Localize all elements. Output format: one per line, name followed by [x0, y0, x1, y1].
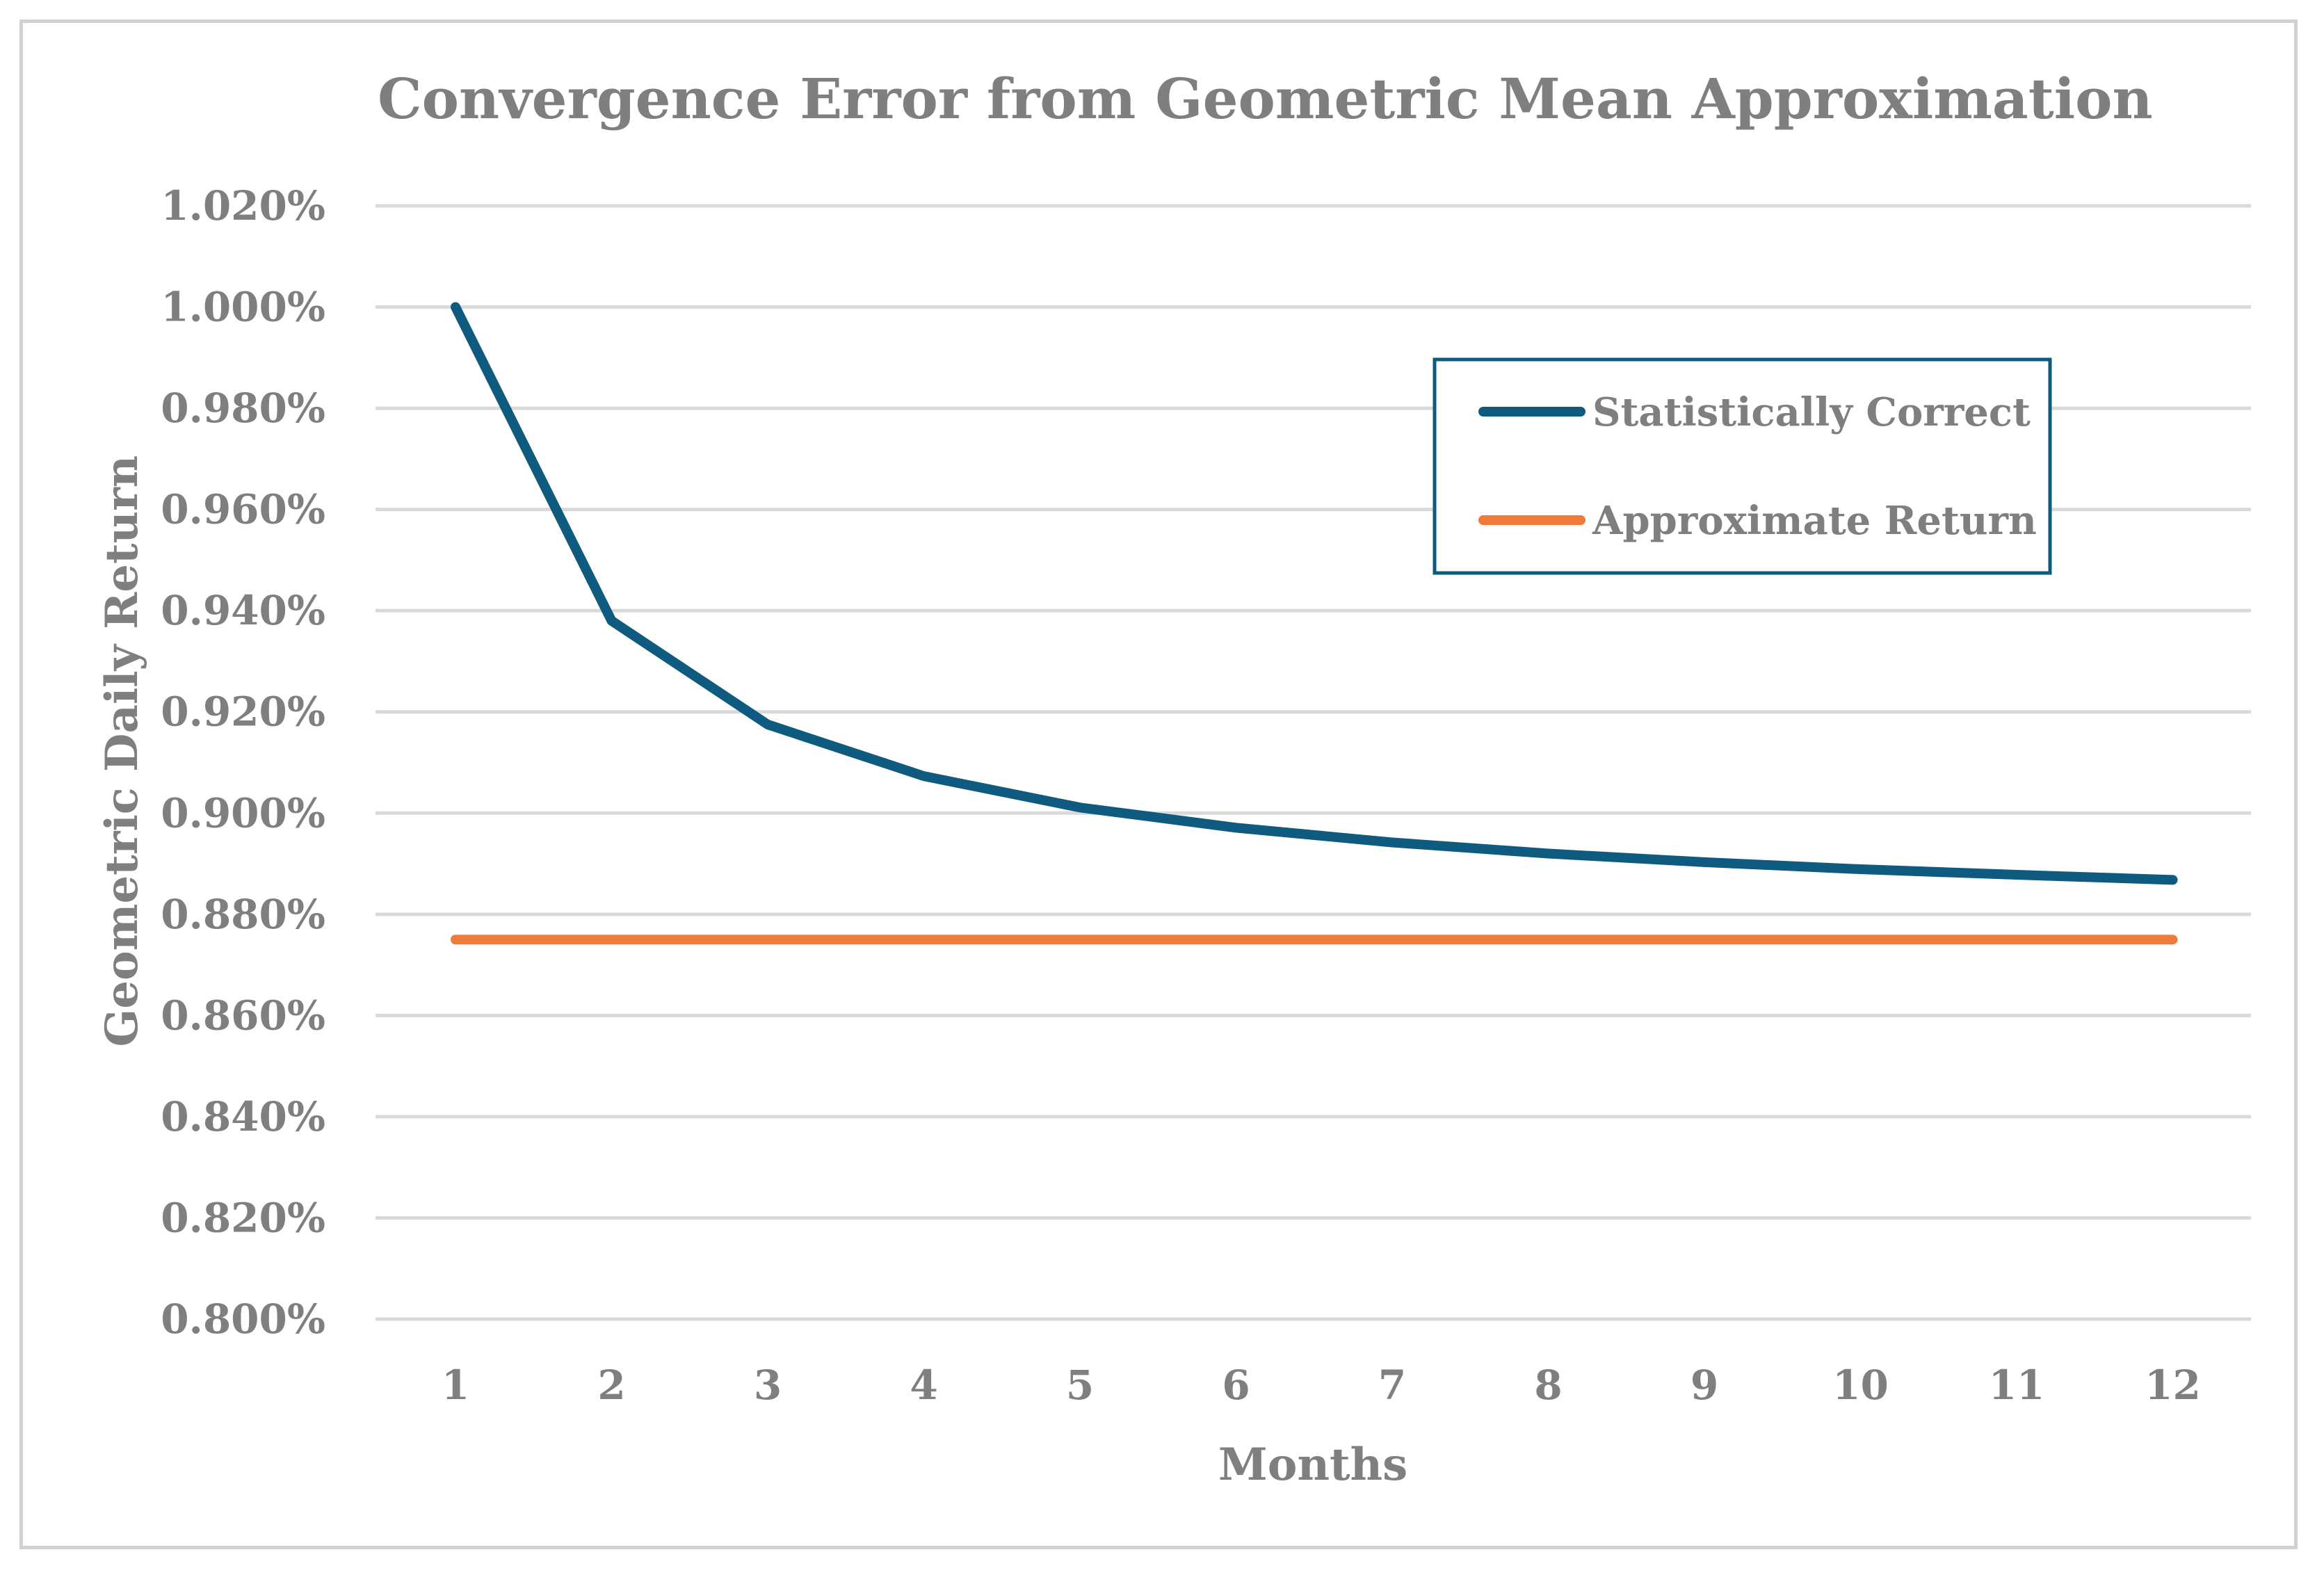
data-point-approximate-return [1704, 939, 1705, 940]
y-tick-label: 0.820% [161, 1194, 325, 1241]
legend-label-approximate-return: Approximate Return [1592, 498, 2037, 544]
data-point-statistically-correct [1860, 869, 1861, 870]
data-point-statistically-correct [1079, 807, 1081, 808]
data-point-approximate-return [923, 939, 924, 940]
data-point-approximate-return [1860, 939, 1861, 940]
y-axis-title: Geometric Daily Return [96, 455, 148, 1047]
x-tick-label: 10 [1832, 1362, 1889, 1409]
x-tick-label: 3 [754, 1362, 782, 1409]
y-tick-label: 0.980% [161, 385, 325, 432]
x-tick-label: 1 [442, 1362, 469, 1409]
x-tick-label: 4 [910, 1362, 937, 1409]
data-point-statistically-correct [1548, 853, 1549, 854]
legend-label-statistically-correct: Statistically Correct [1592, 389, 2031, 435]
x-tick-label: 9 [1690, 1362, 1718, 1409]
data-point-approximate-return [611, 939, 612, 940]
x-axis-title: Months [1218, 1439, 1407, 1491]
legend: Statistically Correct Approximate Return [1433, 357, 2052, 575]
y-tick-label: 0.940% [161, 587, 325, 634]
data-point-approximate-return [1079, 939, 1081, 940]
series-lines [451, 302, 2178, 945]
y-tick-label: 1.000% [161, 284, 325, 331]
y-tick-label: 0.900% [161, 789, 325, 837]
chart-frame [19, 19, 2298, 1549]
y-tick-label: 0.840% [161, 1093, 325, 1140]
data-point-approximate-return [1391, 939, 1393, 940]
x-tick-label: 6 [1222, 1362, 1250, 1409]
y-tick-label: 0.920% [161, 688, 325, 736]
x-tick-label: 5 [1066, 1362, 1094, 1409]
data-point-approximate-return [1548, 939, 1549, 940]
x-tick-label: 12 [2145, 1362, 2201, 1409]
series-line-statistically-correct [451, 302, 2178, 885]
legend-box [1433, 357, 2052, 575]
chart-title: Convergence Error from Geometric Mean Ap… [378, 66, 2153, 131]
data-point-statistically-correct [1391, 841, 1393, 843]
gridlines [376, 204, 2251, 1321]
x-tick-label: 7 [1378, 1362, 1406, 1409]
y-tick-label: 0.800% [161, 1295, 325, 1343]
x-axis-ticks: 1 2 3 4 5 6 7 8 9 10 11 12 [442, 1362, 2201, 1409]
y-tick-label: 1.020% [161, 182, 325, 229]
x-tick-label: 11 [1989, 1362, 2045, 1409]
y-tick-label: 0.880% [161, 891, 325, 938]
y-axis-ticks: 0.800% 0.820% 0.840% 0.860% 0.880% 0.900% 0.92… [161, 182, 325, 1343]
y-tick-label: 0.960% [161, 486, 325, 533]
data-point-statistically-correct [611, 620, 612, 622]
x-tick-label: 8 [1534, 1362, 1562, 1409]
y-tick-label: 0.860% [161, 992, 325, 1039]
data-point-approximate-return [2172, 939, 2173, 940]
x-tick-label: 2 [597, 1362, 625, 1409]
data-point-approximate-return [455, 939, 456, 940]
data-point-statistically-correct [923, 775, 924, 777]
